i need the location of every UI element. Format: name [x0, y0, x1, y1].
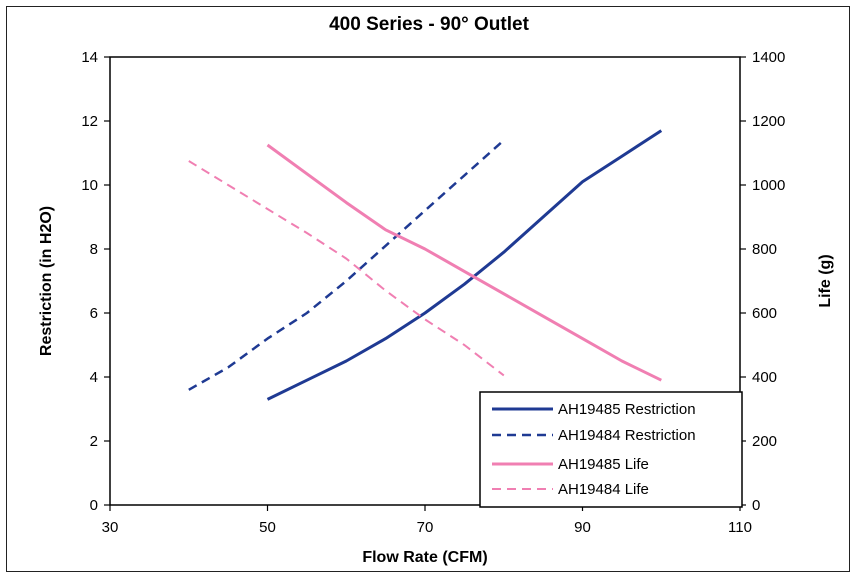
- y-tick-label: 4: [90, 369, 98, 386]
- x-tick-label: 90: [574, 519, 591, 536]
- y2-tick-label: 600: [752, 305, 777, 322]
- y-tick-label: 0: [90, 497, 98, 514]
- y-tick-label: 14: [81, 49, 98, 66]
- y2-tick-label: 0: [752, 497, 760, 514]
- y-tick-label: 10: [81, 177, 98, 194]
- series-line-ah19484-restriction: [188, 139, 505, 391]
- legend-label-ah19485-restriction: AH19485 Restriction: [558, 401, 696, 418]
- x-tick-label: 110: [728, 519, 752, 536]
- chart-title: 400 Series - 90° Outlet: [329, 14, 529, 35]
- x-axis-title: Flow Rate (CFM): [362, 549, 487, 566]
- bottom-axis-ticks: 30 50 70 90 110: [102, 505, 752, 536]
- series-line-ah19484-life: [188, 160, 505, 377]
- y-tick-label: 8: [90, 241, 98, 258]
- x-tick-label: 30: [102, 519, 119, 536]
- legend-label-ah19485-life: AH19485 Life: [558, 456, 649, 473]
- legend: AH19485 Restriction AH19484 Restriction …: [479, 391, 743, 508]
- left-axis-ticks: 0 2 4 6 8 10 12 14: [81, 49, 110, 514]
- y-axis-title: Restriction (in H2O): [38, 206, 55, 356]
- legend-label-ah19484-life: AH19484 Life: [558, 481, 649, 498]
- right-axis-ticks: 0 200 400 600 800 1000 1200 1400: [740, 49, 785, 514]
- y-tick-label: 6: [90, 305, 98, 322]
- y2-tick-label: 1400: [752, 49, 785, 66]
- y2-tick-label: 1200: [752, 113, 785, 130]
- y2-axis-title: Life (g): [817, 254, 834, 307]
- x-tick-label: 50: [259, 519, 276, 536]
- y2-tick-label: 1000: [752, 177, 785, 194]
- series-line-ah19485-life: [266, 143, 662, 382]
- series-line-ah19485-restriction: [266, 129, 663, 401]
- y2-tick-label: 800: [752, 241, 777, 258]
- y-tick-label: 2: [90, 433, 98, 450]
- y2-tick-label: 400: [752, 369, 777, 386]
- series-layer: [188, 129, 663, 401]
- x-tick-label: 70: [417, 519, 434, 536]
- legend-box: [479, 391, 743, 508]
- legend-label-ah19484-restriction: AH19484 Restriction: [558, 427, 696, 444]
- y-tick-label: 12: [81, 113, 98, 130]
- y2-tick-label: 200: [752, 433, 777, 450]
